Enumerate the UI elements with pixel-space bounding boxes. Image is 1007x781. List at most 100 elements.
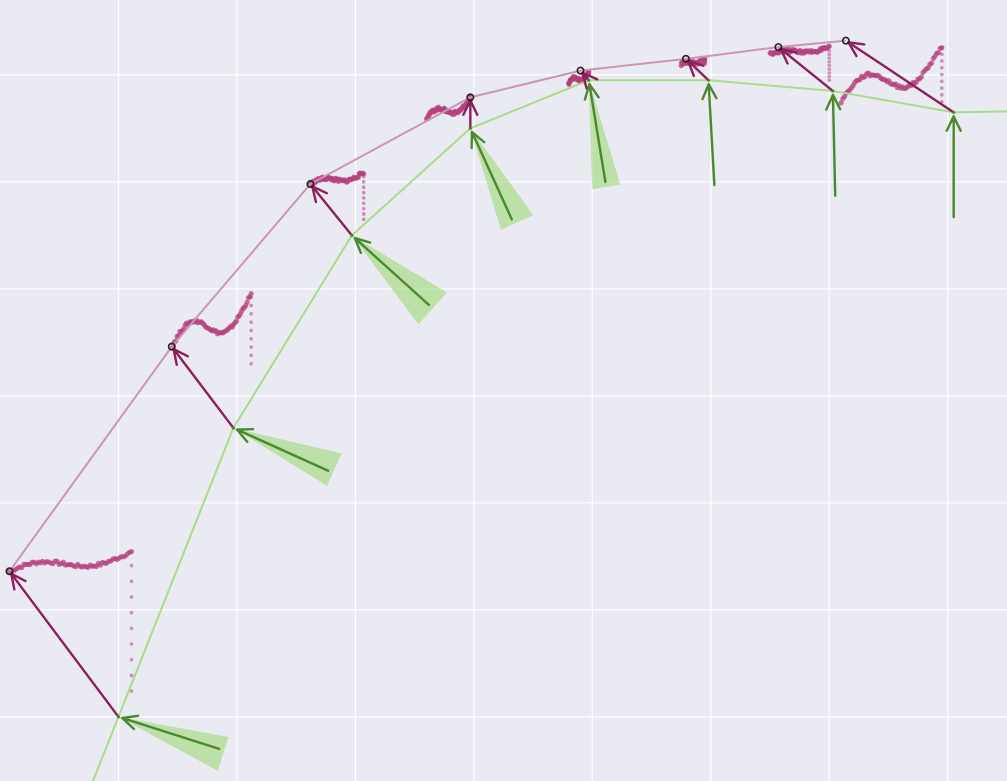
purple-hook-dot: [249, 303, 253, 308]
purple-point-marker-1: [167, 342, 176, 351]
purple-hook-dot: [827, 56, 832, 60]
green-arrowhead-3: [470, 130, 486, 150]
purple-dot: [929, 60, 935, 66]
green-arrow-0: [121, 716, 221, 751]
green-arrowhead-7: [945, 115, 962, 132]
purple-trail-0: [6, 549, 135, 693]
purple-hook-dot: [940, 79, 944, 84]
green-series-line: [91, 79, 1007, 781]
green-arrowhead-0: [121, 714, 140, 731]
purple-point-marker-2: [306, 180, 315, 189]
purple-dot: [826, 43, 832, 49]
purple-arrow-2: [311, 185, 354, 237]
purple-hook-dot: [129, 610, 134, 615]
purple-hook-dot: [827, 78, 832, 83]
purple-dot: [128, 549, 135, 555]
purple-hook-dot: [827, 71, 832, 75]
purple-hook-dot: [129, 657, 134, 662]
purple-hook-dot: [249, 361, 253, 366]
green-cone-0: [118, 716, 229, 771]
purple-hook-dot: [249, 320, 253, 324]
green-point-marker-4: [587, 78, 591, 82]
purple-hook-dot: [940, 72, 944, 77]
purple-hook-dot: [129, 673, 134, 678]
purple-hook-dot: [940, 86, 944, 90]
purple-hook-dot: [940, 59, 944, 63]
purple-dot: [248, 291, 254, 297]
green-arrow-5: [707, 83, 716, 187]
purple-arrow-1: [172, 347, 235, 430]
purple-hook-dot: [827, 63, 832, 68]
green-point-marker-6: [831, 89, 835, 93]
purple-trail-3: [423, 94, 473, 122]
purple-hook-dot: [249, 328, 253, 333]
purple-point-marker-5: [681, 54, 690, 63]
purple-hook-dot: [940, 45, 944, 50]
green-arrow-1: [235, 428, 330, 472]
green-point-marker-5: [706, 78, 711, 82]
purple-dot: [918, 74, 924, 80]
purple-hook-dot: [129, 579, 134, 584]
purple-dot: [361, 171, 367, 177]
purple-hook-dot: [249, 353, 253, 358]
green-arrow-2: [353, 236, 431, 307]
purple-hook-dot: [249, 295, 253, 299]
purple-trail-7: [838, 45, 945, 106]
purple-hook-dot: [361, 185, 366, 190]
purple-hook-dot: [827, 48, 832, 53]
purple-arrow-6: [779, 47, 835, 93]
purple-arrow-5: [686, 59, 710, 82]
green-arrow-4: [588, 82, 607, 184]
green-arrowhead-2: [353, 236, 372, 255]
markers: [5, 36, 956, 719]
purple-hook-dot: [129, 642, 134, 646]
green-arrows: [121, 82, 962, 751]
purple-point-marker-0: [5, 567, 14, 576]
purple-hook-dot: [940, 65, 944, 70]
purple-hook-dot: [129, 563, 134, 568]
green-point-marker-2: [350, 233, 354, 237]
purple-arrow-7: [847, 41, 955, 114]
purple-hook-dot: [361, 206, 366, 211]
green-arrowhead-6: [825, 93, 842, 111]
green-cone-4: [588, 80, 621, 190]
green-point-marker-3: [468, 126, 472, 130]
purple-hook-dot: [361, 201, 366, 206]
purple-series-line: [8, 39, 846, 572]
purple-dot: [935, 50, 942, 56]
green-cone-1: [233, 427, 342, 486]
green-arrowhead-4: [583, 82, 600, 101]
purple-dot: [838, 100, 844, 106]
purple-hook-dot: [249, 345, 253, 349]
green-point-marker-7: [952, 110, 956, 114]
green-point-marker-0: [116, 715, 121, 719]
purple-dot: [233, 318, 239, 324]
purple-hook-dot: [940, 93, 944, 97]
purple-hook-dot: [827, 67, 832, 71]
purple-hook-dot: [129, 595, 134, 599]
purple-hook-dot: [827, 74, 832, 79]
green-cone-3: [470, 128, 534, 230]
purple-hook-dot: [129, 689, 134, 693]
purple-arrow-0: [10, 572, 120, 719]
purple-dot: [244, 299, 250, 305]
purple-hook-dot: [361, 217, 366, 222]
purple-point-marker-3: [466, 93, 475, 102]
purple-hook-dot: [827, 60, 832, 64]
purple-point-marker-7: [841, 36, 850, 45]
purple-hook-dot: [361, 212, 366, 216]
purple-point-marker-4: [576, 66, 585, 75]
purple-hook-dot: [249, 336, 253, 341]
green-arrowhead-1: [235, 427, 255, 444]
purple-hook-dot: [249, 312, 253, 316]
purple-hook-dot: [361, 190, 366, 195]
purple-point-marker-6: [774, 43, 783, 52]
purple-hook-dot: [940, 52, 944, 57]
purple-hook-dot: [361, 196, 366, 200]
green-arrowhead-5: [701, 83, 718, 101]
purple-hook-dot: [827, 52, 832, 57]
green-arrow-3: [470, 130, 513, 221]
purple-hook-dot: [129, 626, 134, 631]
